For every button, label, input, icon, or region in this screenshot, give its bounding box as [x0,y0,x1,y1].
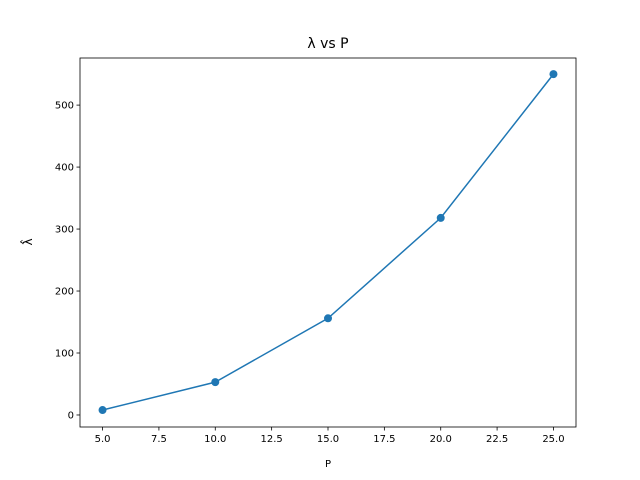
y-tick-label: 400 [55,163,74,174]
x-tick-label: 12.5 [261,434,283,445]
point [324,314,332,323]
point [549,70,558,79]
x-axis-label: P [325,459,331,470]
x-tick-label: 15.0 [317,434,339,445]
point [211,378,220,387]
x-tick-label: 25.0 [542,434,564,445]
y-tick-label: 200 [55,287,74,298]
y-tick-label: 300 [55,225,74,236]
axes-frame [79,57,577,428]
y-tick-label: 500 [55,101,74,112]
chart-title: λ vs P [307,36,348,52]
x-tick-label: 17.5 [373,434,395,445]
x-tick-label: 5.0 [95,434,111,445]
x-tick-label: 10.0 [204,434,226,445]
x-tick-label: 7.5 [151,434,167,445]
y-tick-label: 100 [55,349,74,360]
y-axis-label: λ̂ [19,238,35,245]
x-tick-label: 20.0 [430,434,452,445]
point [436,213,445,222]
point [98,406,107,415]
y-tick-label: 0 [68,410,74,421]
x-tick-label: 22.5 [486,434,508,445]
